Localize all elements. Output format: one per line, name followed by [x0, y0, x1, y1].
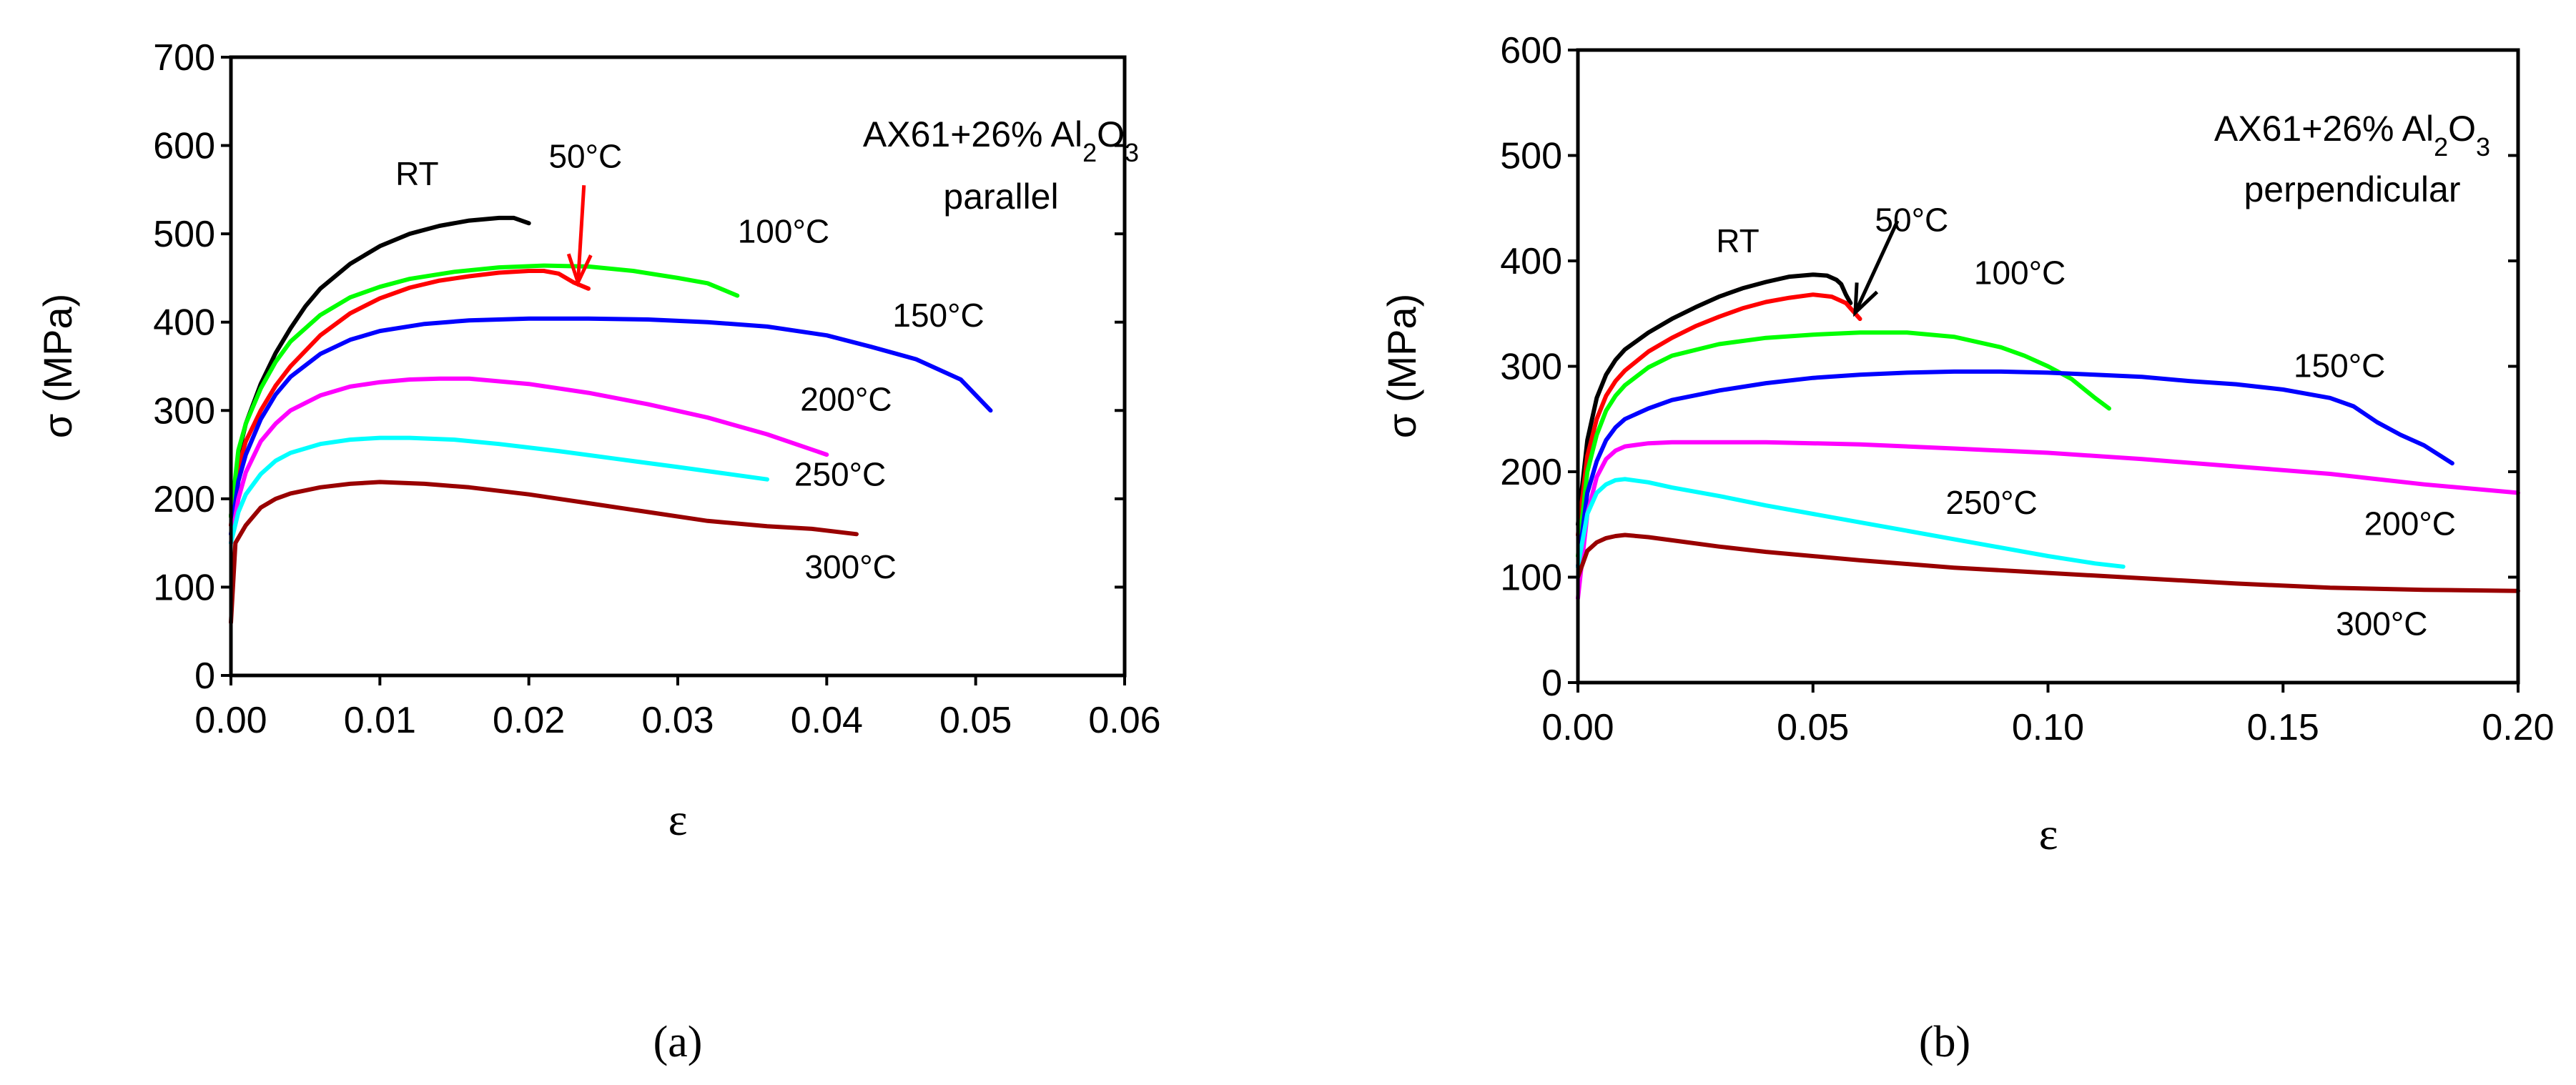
arrow-head [1853, 282, 1879, 317]
series-label: 200°C [800, 380, 892, 417]
material-label: AX61+26% Al2O3 [2214, 109, 2490, 162]
x-tick-label: 0.03 [641, 700, 714, 741]
y-tick-label: 600 [1500, 30, 1562, 71]
x-tick-label: 0.06 [1088, 700, 1160, 741]
series-label: 250°C [794, 455, 886, 492]
orientation-label: parallel [943, 177, 1058, 217]
series-label: 100°C [738, 213, 829, 250]
panel-a-curves [229, 215, 993, 625]
series-label: RT [1716, 222, 1760, 259]
panel-a-annotation: AX61+26% Al2O3 parallel [863, 114, 1139, 217]
series-line-150c [1576, 369, 2454, 569]
series-label: 200°C [2364, 505, 2456, 542]
series-line-200c [1576, 440, 2520, 600]
series-line-50c [229, 269, 591, 527]
x-tick-label: 0.02 [493, 700, 565, 741]
series-line-300c [1576, 532, 2520, 593]
series-label: 250°C [1945, 484, 2037, 521]
material-subscript: 2 [1082, 138, 1097, 167]
y-tick-label: 200 [1500, 452, 1562, 493]
panel-b-annotation: AX61+26% Al2O3 perpendicular [2214, 109, 2490, 209]
arrow-shaft [576, 185, 586, 283]
panel-a-arrow [566, 185, 593, 287]
material-label: AX61+26% Al2O3 [863, 114, 1139, 167]
series-line-100c [229, 263, 740, 519]
panel-b-y-axis-label: σ (MPa) [1379, 294, 1424, 439]
y-tick-label: 100 [153, 567, 215, 608]
series-line-250c [229, 435, 769, 545]
y-tick-label: 300 [1500, 347, 1562, 388]
panel-a-ticks: 0 100 200 300 400 500 600 700 0.00 0.01 0.02 0.03 0.… [153, 37, 1160, 741]
material-subscript: 2 [2434, 132, 2448, 162]
panel-b-caption: (b) [1919, 1018, 1970, 1066]
panel-a-y-axis-label: σ (MPa) [35, 294, 80, 439]
panel-b-curve-labels: RT 50°C 100°C 150°C 200°C 250°C 300°C [1716, 202, 2456, 643]
y-tick-label: 0 [194, 655, 215, 697]
y-tick-label: 700 [153, 37, 215, 79]
panel-b-x-axis-label: ε [2039, 808, 2058, 859]
arrow-head [566, 253, 593, 287]
series-label: 300°C [804, 548, 896, 585]
panel-a-curve-labels: RT 50°C 100°C 150°C 200°C 250°C 300°C [395, 137, 984, 585]
series-line-300c [229, 480, 859, 625]
material-subscript: 3 [1125, 138, 1139, 167]
series-label: 50°C [548, 137, 622, 174]
material-subscript: 3 [2476, 132, 2490, 162]
x-tick-label: 0.15 [2247, 707, 2319, 748]
x-tick-label: 0.20 [2482, 707, 2554, 748]
panel-b-arrow [1853, 219, 1900, 317]
y-tick-label: 100 [1500, 558, 1562, 599]
y-tick-label: 500 [153, 214, 215, 255]
x-tick-label: 0.00 [1541, 707, 1614, 748]
series-line-50c [1576, 292, 1862, 537]
y-tick-label: 300 [153, 390, 215, 432]
panel-b-ticks: 0 100 200 300 400 500 600 0.00 0.05 0.10 0.15 0.20 [1500, 30, 2554, 748]
material-text: O [2448, 109, 2476, 149]
series-label: 50°C [1875, 202, 1948, 239]
series-line-250c [1576, 477, 2126, 569]
material-text: AX61+26% Al [2214, 109, 2434, 149]
x-tick-label: 0.10 [2012, 707, 2084, 748]
orientation-label: perpendicular [2244, 169, 2461, 209]
series-label: 100°C [1974, 254, 2066, 291]
series-label: 300°C [2336, 605, 2427, 643]
x-tick-label: 0.05 [939, 700, 1012, 741]
series-line-200c [229, 376, 829, 545]
x-tick-label: 0.00 [194, 700, 267, 741]
material-text: AX61+26% Al [863, 114, 1082, 154]
x-tick-label: 0.04 [791, 700, 863, 741]
y-tick-label: 400 [153, 302, 215, 344]
y-tick-label: 400 [1500, 241, 1562, 282]
material-text: O [1097, 114, 1125, 154]
y-tick-label: 500 [1500, 136, 1562, 177]
panel-a-caption: (a) [653, 1018, 703, 1066]
panel-b-curves [1576, 272, 2520, 600]
arrow-shaft [1853, 219, 1900, 314]
series-line-100c [1576, 330, 2111, 558]
series-label: 150°C [2294, 347, 2385, 384]
series-label: 150°C [892, 297, 984, 334]
x-tick-label: 0.05 [1777, 707, 1849, 748]
y-tick-label: 200 [153, 479, 215, 520]
series-line-rt [1576, 272, 1853, 527]
panel-a-x-axis-label: ε [668, 794, 688, 845]
y-tick-label: 600 [153, 126, 215, 167]
x-tick-label: 0.01 [344, 700, 416, 741]
series-label: RT [395, 155, 439, 192]
y-tick-label: 0 [1541, 663, 1562, 704]
chart-panel-a: 0 100 200 300 400 500 600 700 0.00 0.01 0.02 0.03 0.… [35, 37, 1161, 1066]
series-line-150c [229, 316, 993, 537]
